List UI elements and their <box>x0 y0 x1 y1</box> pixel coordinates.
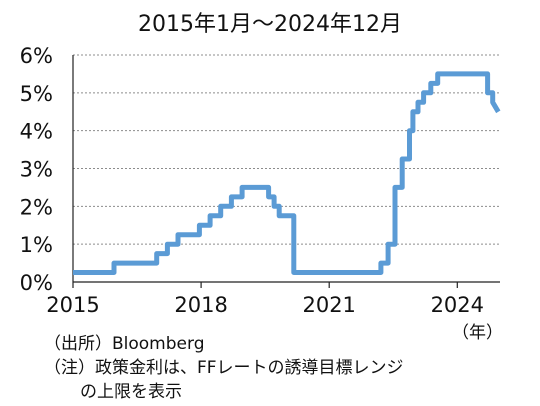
x-tick-label: 2024 <box>431 293 484 317</box>
footnote-line-1: （注）政策金利は、FFレートの誘導目標レンジ <box>44 358 404 378</box>
x-axis-unit: （年） <box>452 323 503 343</box>
axes <box>72 55 500 288</box>
x-tick-labels: 2015 2018 2021 2024 <box>46 293 484 317</box>
x-tick-label: 2015 <box>46 293 99 317</box>
chart-title: 2015年1月～2024年12月 <box>138 12 402 37</box>
series-line <box>73 71 501 275</box>
y-tick-label: 0% <box>20 271 53 295</box>
y-tick-label: 3% <box>20 158 53 182</box>
y-tick-label: 4% <box>20 120 53 144</box>
y-tick-label: 5% <box>20 82 53 106</box>
y-tick-label: 2% <box>20 195 53 219</box>
x-tick-label: 2018 <box>174 293 227 317</box>
y-tick-labels: 0% 1% 2% 3% 4% 5% 6% <box>20 44 53 295</box>
source-note: （出所）Bloomberg <box>44 334 205 354</box>
footnote-line-2: の上限を表示 <box>80 382 182 402</box>
grid-lines <box>73 54 500 245</box>
x-tick-label: 2021 <box>302 293 355 317</box>
y-tick-label: 6% <box>20 44 53 68</box>
y-tick-label: 1% <box>20 233 53 257</box>
